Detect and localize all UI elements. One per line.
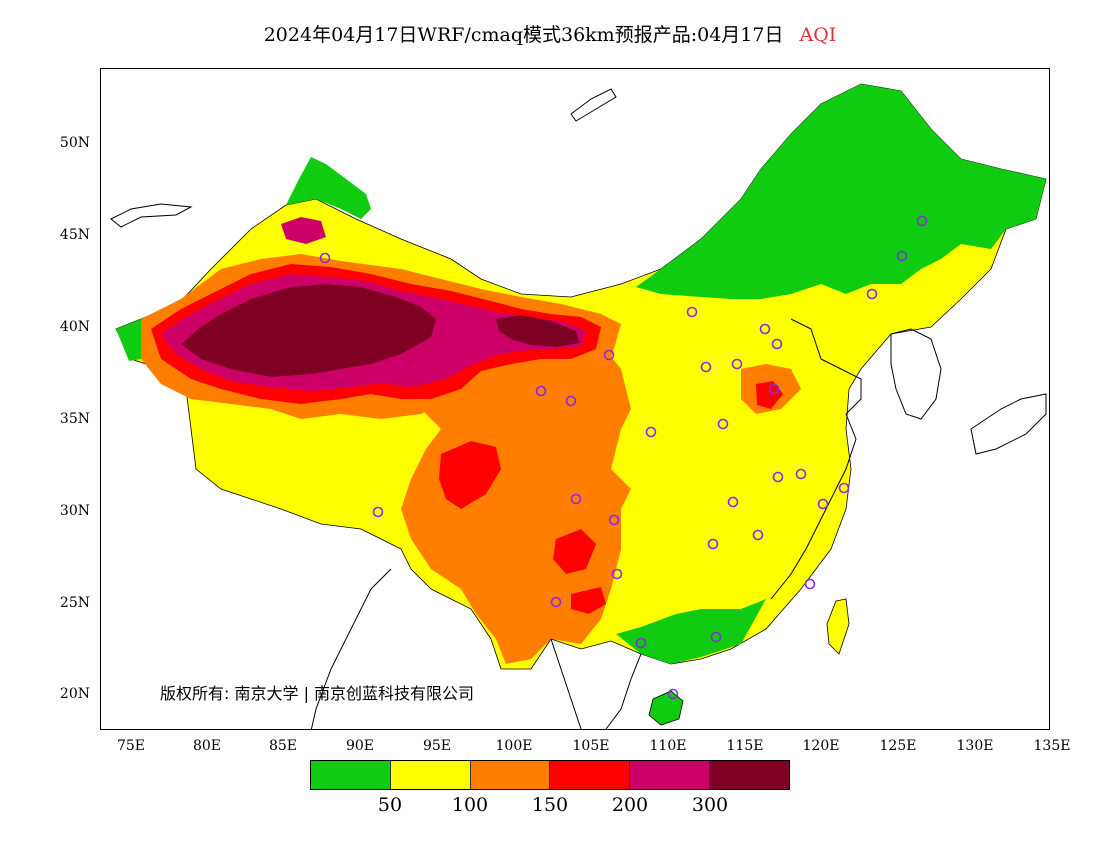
region-hotspot-sichuan <box>439 441 501 509</box>
city-marker <box>645 426 657 438</box>
city-marker <box>611 568 623 580</box>
city-marker <box>752 529 764 541</box>
outline-japan <box>970 393 1047 455</box>
color-legend <box>310 760 790 790</box>
region-good-northeast <box>636 84 1046 299</box>
city-marker <box>608 514 620 526</box>
legend-swatch <box>710 761 789 789</box>
city-marker <box>817 498 829 510</box>
city-marker <box>768 383 780 395</box>
city-marker <box>727 496 739 508</box>
city-marker <box>700 361 712 373</box>
region-hazardous-east <box>496 315 579 347</box>
city-marker <box>635 637 647 649</box>
legend-tick: 200 <box>611 794 649 816</box>
region-hotspot-dzungaria <box>281 217 326 244</box>
region-usg-central <box>401 329 631 664</box>
lon-label: 90E <box>345 738 375 754</box>
city-marker <box>866 288 878 300</box>
city-marker <box>795 468 807 480</box>
city-marker <box>896 250 908 262</box>
legend-swatch <box>630 761 711 789</box>
lat-label: 20N <box>59 686 90 702</box>
city-marker <box>710 631 722 643</box>
lat-label: 35N <box>59 411 90 427</box>
legend-tick: 150 <box>531 794 569 816</box>
outline-korea <box>890 328 942 420</box>
legend-tick: 300 <box>691 794 729 816</box>
lat-label: 40N <box>59 319 90 335</box>
region-hainan <box>648 690 684 726</box>
lon-label: 130E <box>956 738 994 754</box>
lon-label: 85E <box>268 738 298 754</box>
city-marker <box>565 395 577 407</box>
region-good-south <box>616 599 766 664</box>
region-good-west <box>116 317 146 361</box>
legend-tick: 50 <box>377 794 403 816</box>
city-marker <box>570 493 582 505</box>
legend-swatch <box>390 761 471 789</box>
legend-swatch <box>470 761 551 789</box>
lon-label: 125E <box>879 738 917 754</box>
legend-swatch <box>311 761 391 789</box>
legend-tick: 100 <box>451 794 489 816</box>
city-marker <box>603 349 615 361</box>
lat-label: 45N <box>59 227 90 243</box>
city-marker <box>535 385 547 397</box>
lon-label: 120E <box>802 738 840 754</box>
lon-label: 135E <box>1033 738 1071 754</box>
lon-label: 115E <box>726 738 764 754</box>
city-marker <box>731 358 743 370</box>
region-hazardous <box>181 284 436 377</box>
lat-label: 25N <box>59 595 90 611</box>
lon-label: 95E <box>422 738 452 754</box>
city-marker <box>916 215 928 227</box>
city-marker <box>319 252 331 264</box>
city-marker <box>667 688 679 700</box>
outline-coast <box>770 318 862 600</box>
lon-label: 75E <box>116 738 146 754</box>
region-taiwan <box>826 598 850 655</box>
city-marker <box>804 578 816 590</box>
region-hotspot-yunnan <box>553 529 596 574</box>
copyright-text: 版权所有: 南京大学 | 南京创蓝科技有限公司 <box>160 684 475 703</box>
city-marker <box>372 506 384 518</box>
region-hotspot-shandong-red <box>756 381 783 409</box>
city-marker <box>772 471 784 483</box>
region-good-northwest <box>286 157 371 219</box>
city-marker <box>759 323 771 335</box>
outline-balkhash <box>110 203 193 228</box>
outline-baikal <box>570 88 617 122</box>
aqi-map <box>110 83 1047 729</box>
legend-swatch <box>550 761 631 789</box>
city-marker <box>717 418 729 430</box>
map-frame <box>100 68 1050 730</box>
lon-label: 105E <box>572 738 610 754</box>
lat-label: 50N <box>59 135 90 151</box>
city-marker <box>771 338 783 350</box>
map-title: 2024年04月17日WRF/cmaq模式36km预报产品:04月17日 AQI <box>0 20 1100 47</box>
city-marker <box>707 538 719 550</box>
lon-label: 80E <box>192 738 222 754</box>
lat-label: 30N <box>59 503 90 519</box>
title-main: 2024年04月17日WRF/cmaq模式36km预报产品:04月17日 <box>263 24 784 46</box>
outline-vietnam <box>550 638 642 729</box>
outline-myanmar <box>310 568 392 729</box>
city-marker <box>550 596 562 608</box>
title-variable: AQI <box>799 24 837 46</box>
city-marker <box>838 482 850 494</box>
city-marker <box>686 306 698 318</box>
region-hotspot-guizhou <box>571 587 606 614</box>
lon-label: 100E <box>495 738 533 754</box>
city-markers <box>319 215 928 700</box>
lon-label: 110E <box>649 738 687 754</box>
